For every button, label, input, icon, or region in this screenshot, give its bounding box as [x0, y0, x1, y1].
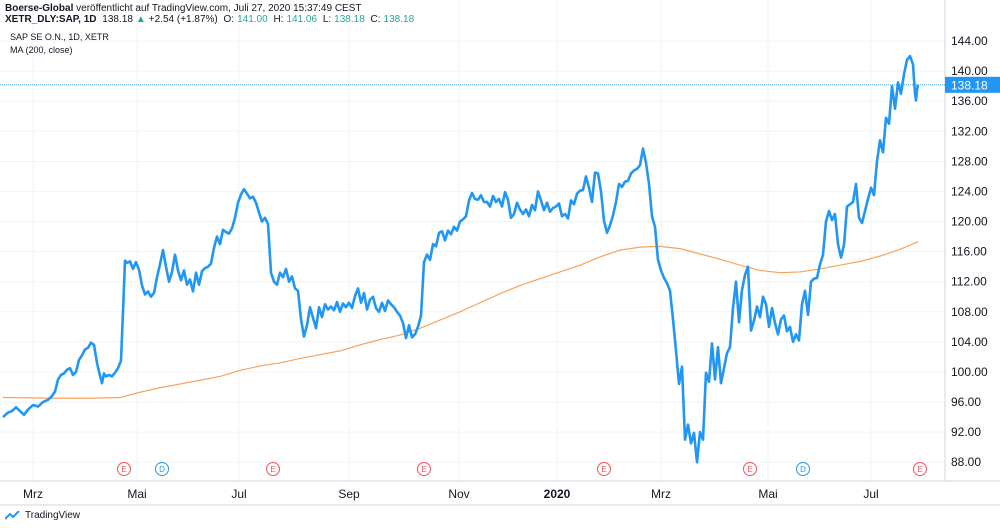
tradingview-logo-icon	[5, 510, 20, 520]
earnings-marker	[266, 462, 280, 476]
last-price: 138.18	[102, 14, 133, 25]
x-tick-label: Mrz	[23, 487, 43, 501]
earnings-marker	[913, 462, 927, 476]
y-tick-label: 132.00	[951, 124, 988, 138]
x-tick-label: Mai	[127, 487, 146, 501]
close-label: C:	[370, 14, 381, 25]
current-price-label: 138.18	[951, 78, 988, 92]
footer: TradingView	[5, 510, 80, 521]
x-tick-label: Mrz	[651, 487, 671, 501]
earnings-marker	[117, 462, 131, 476]
high-label: H:	[273, 14, 284, 25]
legend-ma-title[interactable]: MA (200, close)	[10, 45, 73, 55]
y-tick-label: 136.00	[951, 94, 988, 108]
y-tick-label: 88.00	[951, 455, 981, 469]
price-series-layer	[2, 54, 920, 464]
earnings-marker	[417, 462, 431, 476]
x-tick-label: Jul	[863, 487, 878, 501]
event-marker-label: E	[917, 465, 922, 474]
low-value: 138.18	[334, 14, 365, 25]
x-tick-label: Jul	[231, 487, 246, 501]
high-value: 141.06	[286, 14, 318, 25]
publisher-name: Boerse-Global	[5, 3, 74, 14]
ohlc-line: XETR_DLY:SAP, 1D 138.18 ▲ +2.54 (+1.87%) O…	[5, 14, 417, 25]
close-value: 138.18	[383, 14, 415, 25]
event-marker-label: D	[800, 465, 806, 474]
dividend-marker	[155, 462, 169, 476]
ma-series-layer	[2, 241, 919, 399]
event-marker-label: D	[159, 465, 165, 474]
sap-price-line	[2, 54, 920, 464]
y-tick-label: 144.00	[951, 34, 988, 48]
footer-brand: TradingView	[25, 510, 81, 521]
y-tick-label: 112.00	[951, 275, 987, 289]
chart-grid	[0, 0, 945, 481]
event-marker-label: E	[270, 465, 275, 474]
y-tick-label: 104.00	[951, 335, 988, 349]
y-tick-label: 108.00	[951, 305, 988, 319]
y-tick-label: 128.00	[951, 154, 988, 168]
earnings-marker	[743, 462, 757, 476]
y-tick-label: 140.00	[951, 64, 988, 78]
change-value: +2.54 (+1.87%)	[148, 14, 218, 25]
x-tick-label: 2020	[544, 487, 571, 501]
y-tick-label: 116.00	[951, 245, 987, 259]
y-tick-label: 120.00	[951, 215, 988, 229]
event-marker-label: E	[121, 465, 126, 474]
y-axis-ticks: 88.00 92.00 96.00 100.00 104.00 108.00 112.00 1…	[951, 34, 988, 469]
event-marker-label: E	[421, 465, 426, 474]
y-tick-label: 100.00	[951, 365, 988, 379]
published-text: veröffentlicht auf TradingView.com, Juli…	[76, 3, 362, 14]
earnings-marker	[597, 462, 611, 476]
up-arrow-icon: ▲	[135, 14, 146, 25]
x-tick-label: Nov	[448, 487, 469, 501]
axis-frame	[0, 0, 1000, 506]
publication-line: Boerse-Global veröffentlicht auf Trading…	[5, 3, 362, 14]
event-marker-label: E	[601, 465, 606, 474]
ma-200-line	[2, 241, 919, 399]
current-price-label-group: 138.18	[945, 76, 1000, 93]
symbol-line: XETR_DLY:SAP, 1D	[5, 14, 97, 25]
y-tick-label: 124.00	[951, 184, 988, 198]
current-price-badge	[945, 76, 1000, 93]
event-marker-label: E	[747, 465, 752, 474]
dividend-marker	[796, 462, 810, 476]
legend-series-title[interactable]: SAP SE O.N., 1D, XETR	[10, 32, 109, 42]
y-tick-label: 92.00	[951, 425, 981, 439]
open-label: O:	[223, 14, 235, 25]
low-label: L:	[322, 14, 332, 25]
x-tick-label: Sep	[338, 487, 360, 501]
y-tick-label: 96.00	[951, 395, 981, 409]
chart-legend: SAP SE O.N., 1D, XETR MA (200, close)	[10, 32, 109, 58]
x-axis-ticks: Mrz Mai Jul Sep Nov 2020 Mrz Mai Jul	[23, 487, 879, 501]
x-tick-label: Mai	[758, 487, 777, 501]
open-value: 141.00	[237, 14, 268, 25]
